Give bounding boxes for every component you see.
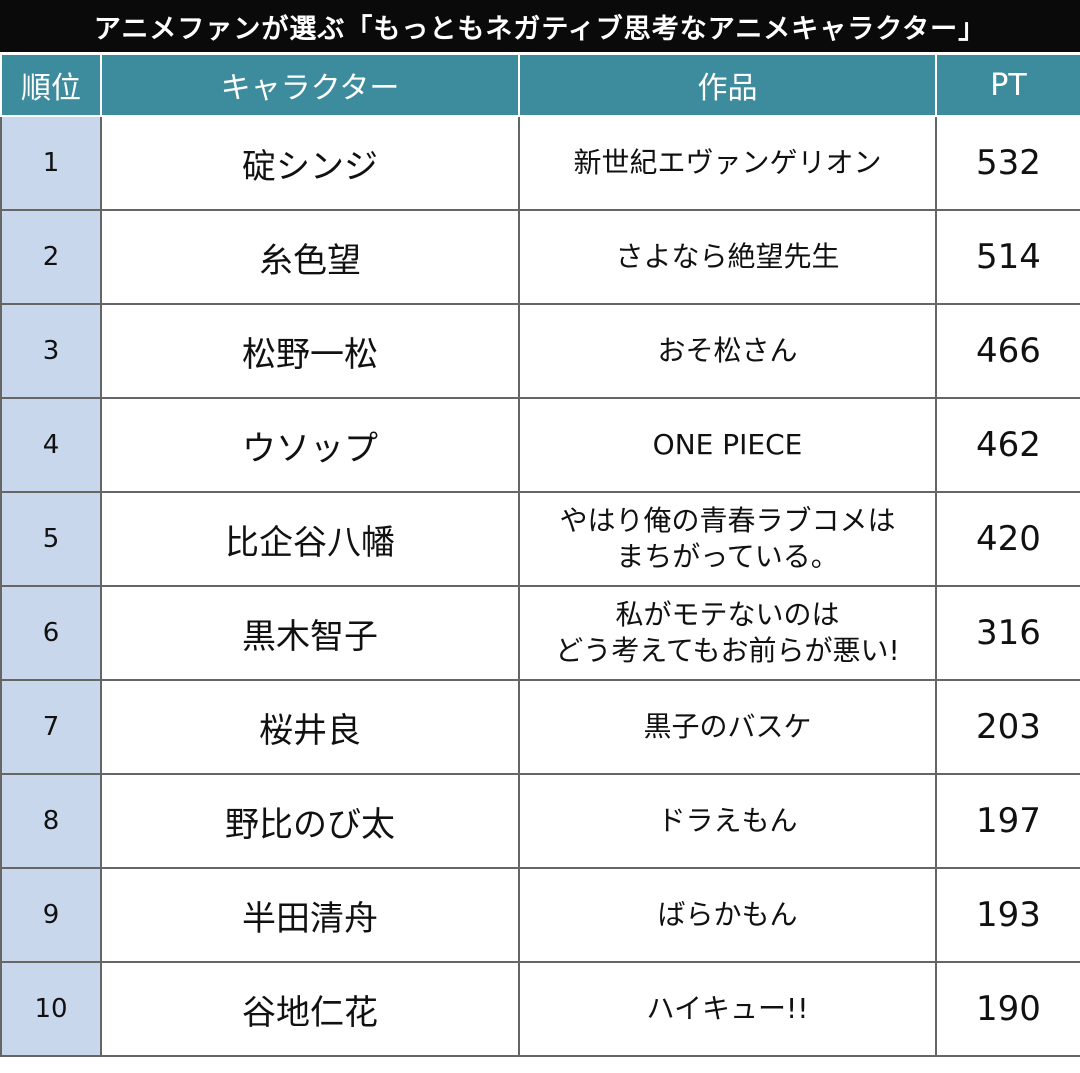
table-row: 9 半田清舟 ばらかもん 193: [0, 867, 1080, 963]
work-cell: 黒子のバスケ: [518, 679, 937, 775]
table-row: 1 碇シンジ 新世紀エヴァンゲリオン 532: [0, 115, 1080, 211]
character-cell: 比企谷八幡: [100, 491, 520, 587]
pt-cell: 197: [935, 773, 1080, 869]
character-cell: 桜井良: [100, 679, 520, 775]
work-line: ばらかもん: [657, 897, 798, 931]
table-row: 5 比企谷八幡 やはり俺の青春ラブコメは まちがっている。 420: [0, 491, 1080, 587]
rank-cell: 3: [0, 303, 102, 399]
table-row: 8 野比のび太 ドラえもん 197: [0, 773, 1080, 869]
work-line: ドラえもん: [657, 803, 798, 837]
character-cell: 糸色望: [100, 209, 520, 305]
pt-cell: 466: [935, 303, 1080, 399]
work-line: やはり俺の青春ラブコメは: [559, 503, 896, 537]
pt-cell: 190: [935, 961, 1080, 1057]
work-cell: ONE PIECE: [518, 397, 937, 493]
work-line: ハイキュー!!: [646, 991, 809, 1025]
work-line: まちがっている。: [616, 540, 839, 573]
rank-cell: 4: [0, 397, 102, 493]
table-row: 3 松野一松 おそ松さん 466: [0, 303, 1080, 399]
pt-cell: 316: [935, 585, 1080, 681]
work-line: どう考えてもお前らが悪い!: [555, 634, 900, 667]
ranking-table: 順位 キャラクター 作品 PT 1 碇シンジ 新世紀エヴァンゲリオン 532 2 糸色望 さよなら…: [0, 52, 1080, 1057]
character-cell: ウソップ: [100, 397, 520, 493]
work-line: おそ松さん: [657, 333, 798, 367]
work-line: ONE PIECE: [652, 427, 803, 461]
header-cell: PT: [935, 52, 1080, 117]
pt-cell: 514: [935, 209, 1080, 305]
header-cell: 順位: [0, 52, 102, 117]
table-row: 4 ウソップ ONE PIECE 462: [0, 397, 1080, 493]
table-body: 1 碇シンジ 新世紀エヴァンゲリオン 532 2 糸色望 さよなら絶望先生 514 3 松野一松 お…: [0, 115, 1080, 1057]
work-cell: 私がモテないのは どう考えてもお前らが悪い!: [518, 585, 937, 681]
work-cell: ハイキュー!!: [518, 961, 937, 1057]
character-cell: 野比のび太: [100, 773, 520, 869]
work-line: 私がモテないのは: [615, 597, 840, 631]
pt-cell: 420: [935, 491, 1080, 587]
table-row: 7 桜井良 黒子のバスケ 203: [0, 679, 1080, 775]
header-row: 順位 キャラクター 作品 PT: [0, 52, 1080, 117]
rank-cell: 6: [0, 585, 102, 681]
work-cell: ばらかもん: [518, 867, 937, 963]
title: アニメファンが選ぶ「もっともネガティブ思考なアニメキャラクター」: [0, 0, 1080, 52]
rank-cell: 9: [0, 867, 102, 963]
character-cell: 半田清舟: [100, 867, 520, 963]
rank-cell: 10: [0, 961, 102, 1057]
table-row: 6 黒木智子 私がモテないのは どう考えてもお前らが悪い! 316: [0, 585, 1080, 681]
work-cell: やはり俺の青春ラブコメは まちがっている。: [518, 491, 937, 587]
work-cell: おそ松さん: [518, 303, 937, 399]
pt-cell: 203: [935, 679, 1080, 775]
character-cell: 碇シンジ: [100, 115, 520, 211]
table-row: 10 谷地仁花 ハイキュー!! 190: [0, 961, 1080, 1057]
pt-cell: 193: [935, 867, 1080, 963]
pt-cell: 532: [935, 115, 1080, 211]
header-cell: キャラクター: [100, 52, 520, 117]
character-cell: 松野一松: [100, 303, 520, 399]
rank-cell: 7: [0, 679, 102, 775]
work-cell: さよなら絶望先生: [518, 209, 937, 305]
work-line: 新世紀エヴァンゲリオン: [573, 145, 882, 179]
table-row: 2 糸色望 さよなら絶望先生 514: [0, 209, 1080, 305]
header-cell: 作品: [518, 52, 937, 117]
rank-cell: 2: [0, 209, 102, 305]
work-line: 黒子のバスケ: [643, 709, 812, 743]
character-cell: 黒木智子: [100, 585, 520, 681]
pt-cell: 462: [935, 397, 1080, 493]
work-line: さよなら絶望先生: [615, 239, 840, 273]
work-cell: 新世紀エヴァンゲリオン: [518, 115, 937, 211]
character-cell: 谷地仁花: [100, 961, 520, 1057]
work-cell: ドラえもん: [518, 773, 937, 869]
rank-cell: 8: [0, 773, 102, 869]
rank-cell: 1: [0, 115, 102, 211]
rank-cell: 5: [0, 491, 102, 587]
